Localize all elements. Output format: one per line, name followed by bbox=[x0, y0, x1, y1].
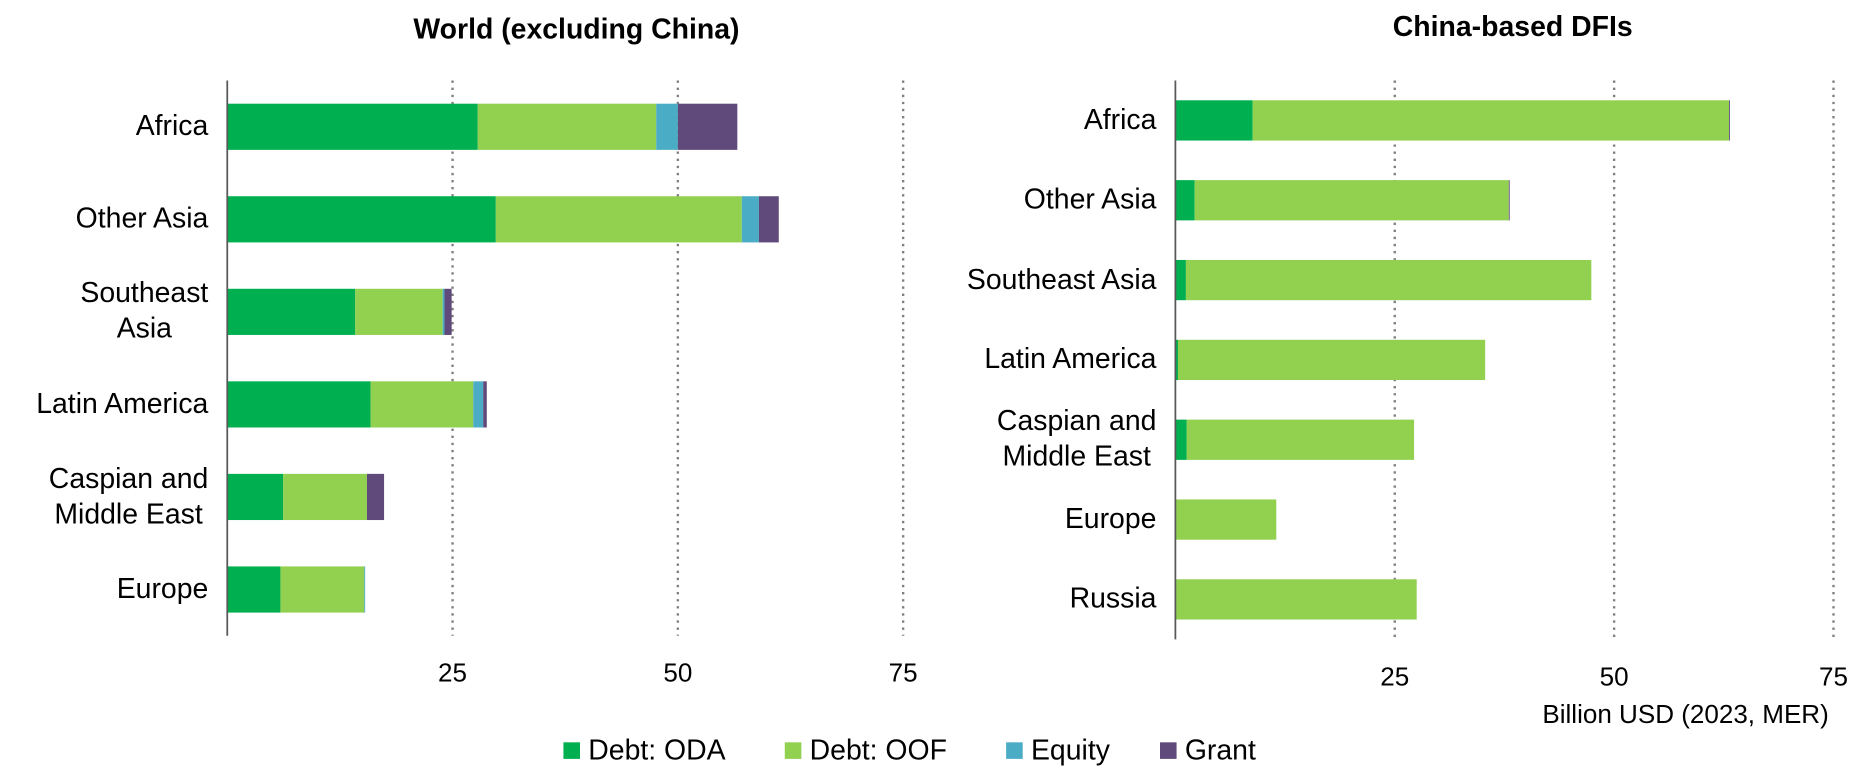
bar-segment bbox=[283, 473, 367, 521]
y-tick-label: Russia bbox=[801, 582, 1157, 618]
category-label: Africa bbox=[1083, 103, 1157, 136]
bar-segment bbox=[656, 103, 678, 150]
y-tick-label: Other Asia bbox=[801, 182, 1157, 218]
y-tick-label: Africa bbox=[801, 103, 1157, 139]
y-tick-label: Caspian and Middle East bbox=[801, 404, 1157, 475]
y-tick-label: Latin America bbox=[801, 342, 1156, 378]
bar-segment bbox=[1175, 100, 1253, 141]
y-tick-label: Southeast Asia bbox=[801, 262, 1157, 298]
category-label: Caspian and Middle East bbox=[48, 462, 209, 531]
bar-segment bbox=[1175, 419, 1187, 460]
bar-segment bbox=[477, 103, 657, 150]
category-label: Africa bbox=[135, 110, 209, 143]
chart-title: China-based DFIs bbox=[1393, 11, 1633, 43]
x-tick-label: 25 bbox=[1380, 661, 1409, 691]
bar-segment bbox=[442, 288, 445, 335]
category-label: Europe bbox=[1064, 502, 1157, 535]
bar-segment bbox=[355, 288, 443, 335]
bar-segment bbox=[227, 381, 371, 428]
x-tick-label: 75 bbox=[1819, 661, 1848, 691]
bar-segment bbox=[227, 473, 284, 521]
legend-label: Debt: ODA bbox=[588, 734, 725, 766]
bar-segment bbox=[1175, 579, 1417, 620]
bar-segment bbox=[473, 381, 484, 428]
legend-label: Debt: OOF bbox=[810, 734, 947, 766]
legend-swatch bbox=[1159, 742, 1177, 759]
category-label: Europe bbox=[116, 572, 209, 605]
bar-segment bbox=[1729, 100, 1730, 141]
y-tick-label: Caspian and Middle East bbox=[0, 461, 209, 532]
bar-segment bbox=[280, 566, 365, 613]
category-label: Latin America bbox=[36, 387, 209, 420]
bar-segment bbox=[1178, 339, 1486, 381]
category-label: Caspian and Middle East bbox=[996, 405, 1157, 473]
bar-segment bbox=[366, 473, 385, 521]
bar-segment bbox=[1194, 180, 1509, 221]
y-tick-label: Other Asia bbox=[0, 202, 209, 238]
bar-segment bbox=[227, 103, 478, 150]
bar-segment bbox=[741, 196, 759, 243]
x-tick-label: 50 bbox=[1600, 661, 1629, 691]
bar-segment bbox=[227, 566, 281, 613]
category-label: Southeast Asia bbox=[80, 277, 209, 346]
legend-label: Equity bbox=[1031, 734, 1111, 766]
bar-segment bbox=[1175, 259, 1186, 301]
y-tick-label: Europe bbox=[0, 572, 209, 608]
y-tick-label: Europe bbox=[801, 502, 1157, 538]
bar-segment bbox=[444, 288, 452, 335]
bar-segment bbox=[677, 103, 738, 150]
bar-segment bbox=[1185, 259, 1592, 301]
category-label: Latin America bbox=[984, 343, 1157, 376]
category-label: Russia bbox=[1069, 582, 1157, 615]
x-tick-label: 50 bbox=[663, 658, 692, 688]
bar-segment bbox=[495, 196, 742, 243]
bar-segment bbox=[364, 566, 366, 613]
bar-segment bbox=[227, 288, 356, 335]
y-tick-label: Latin America bbox=[0, 387, 208, 423]
category-label: Southeast Asia bbox=[966, 263, 1157, 296]
bar-segment bbox=[370, 381, 474, 428]
legend-label: Grant bbox=[1185, 734, 1256, 766]
bar-segment bbox=[1175, 339, 1179, 381]
bar-segment bbox=[227, 196, 496, 243]
category-label: Other Asia bbox=[1023, 183, 1157, 216]
legend-swatch bbox=[1006, 742, 1023, 759]
y-tick-label: Africa bbox=[0, 109, 209, 145]
x-axis-label: Billion USD (2023, MER) bbox=[1542, 699, 1828, 729]
bar-segment bbox=[1508, 180, 1510, 221]
bar-segment bbox=[1175, 180, 1195, 221]
bar-segment bbox=[1186, 419, 1415, 460]
category-label: Other Asia bbox=[75, 202, 209, 235]
legend-swatch bbox=[563, 742, 580, 759]
bar-segment bbox=[483, 381, 487, 428]
legend-swatch bbox=[784, 742, 802, 759]
bar-segment bbox=[1175, 499, 1277, 540]
bar-segment bbox=[758, 196, 779, 243]
y-tick-label: Southeast Asia bbox=[0, 276, 208, 347]
chart-title: World (excluding China) bbox=[413, 13, 739, 45]
bar-segment bbox=[1252, 100, 1730, 141]
x-tick-label: 75 bbox=[889, 658, 918, 688]
x-tick-label: 25 bbox=[438, 658, 467, 688]
